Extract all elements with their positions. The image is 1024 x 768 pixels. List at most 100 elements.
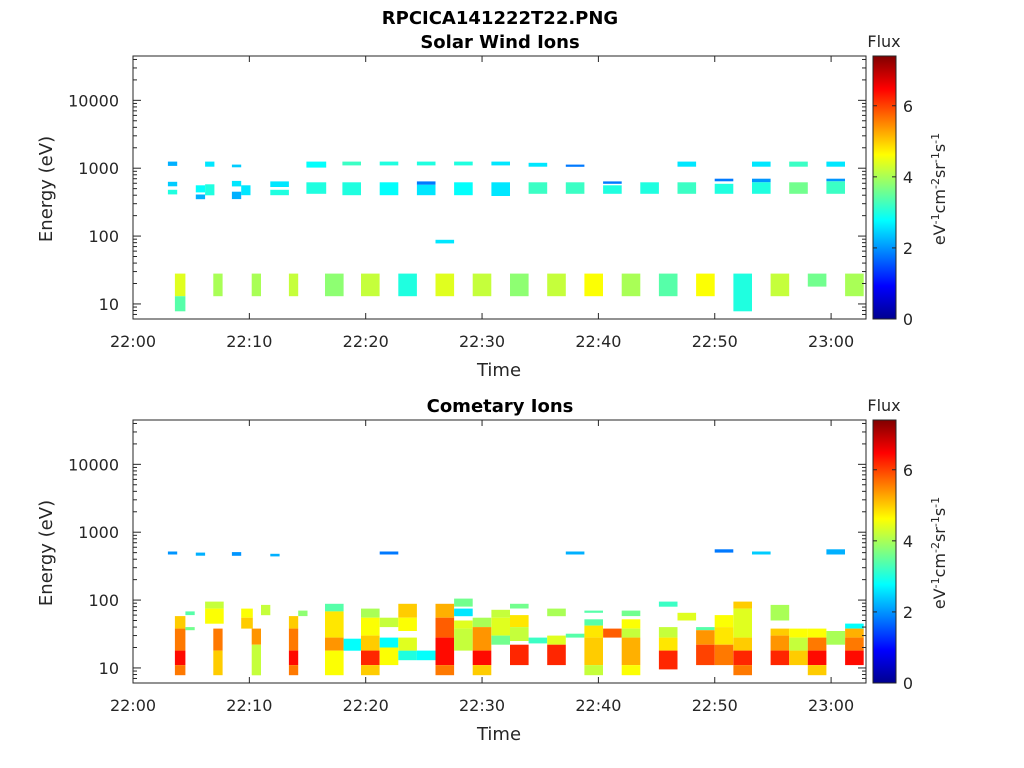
- flux-cell: [789, 628, 808, 638]
- flux-cell: [251, 273, 261, 297]
- flux-cell: [677, 161, 697, 167]
- flux-cell: [584, 273, 603, 297]
- flux-cell: [733, 637, 752, 651]
- flux-cell: [454, 598, 473, 607]
- y-tick-label: 10: [99, 659, 119, 678]
- x-tick-label: 22:00: [110, 332, 156, 351]
- flux-cell: [789, 637, 808, 651]
- flux-cell: [528, 162, 548, 167]
- flux-cell: [565, 164, 585, 167]
- flux-cell: [789, 182, 808, 194]
- flux-cell: [807, 637, 827, 651]
- flux-cell: [565, 633, 585, 638]
- flux-cell: [288, 273, 299, 297]
- flux-cell: [435, 273, 455, 297]
- flux-cell: [205, 184, 215, 196]
- flux-cell: [454, 161, 473, 166]
- flux-cell: [733, 608, 752, 638]
- flux-cell: [677, 182, 697, 194]
- y-axis-label: Energy (eV): [36, 136, 57, 242]
- flux-cell: [770, 273, 790, 297]
- colorbar-tick-label: 2: [903, 239, 913, 258]
- flux-cell: [213, 628, 223, 651]
- y-tick-label: 10: [99, 295, 119, 314]
- flux-cell: [306, 161, 327, 168]
- flux-cell: [491, 182, 510, 196]
- colorbar-tick-label: 6: [903, 461, 913, 480]
- x-tick-label: 23:00: [808, 332, 854, 351]
- colorbar: 0 2 4 6: [872, 419, 913, 693]
- flux-cell: [167, 161, 178, 166]
- colorbar-tick-label: 4: [903, 168, 913, 187]
- flux-cell: [510, 603, 529, 609]
- flux-cell: [167, 551, 178, 555]
- flux-cell: [640, 182, 659, 194]
- x-axis-label: Time: [476, 724, 521, 745]
- flux-cell: [343, 638, 363, 651]
- plot-frame: [132, 419, 867, 684]
- flux-cell: [826, 178, 845, 182]
- flux-cell: [270, 189, 289, 196]
- flux-cell: [491, 635, 510, 645]
- flux-cell: [714, 644, 734, 666]
- flux-cell: [205, 601, 224, 609]
- flux-cell: [270, 181, 289, 187]
- y-tick-label: 10000: [68, 91, 119, 110]
- flux-cell: [325, 650, 344, 676]
- flux-cell: [658, 627, 678, 638]
- colorbar-gradient: [872, 55, 897, 320]
- flux-cell: [185, 627, 195, 631]
- flux-cell: [195, 552, 206, 556]
- x-tick-label: 22:20: [343, 332, 389, 351]
- flux-cell: [658, 601, 678, 607]
- flux-cell: [547, 635, 566, 645]
- flux-cell: [435, 603, 455, 618]
- flux-cell: [195, 194, 206, 200]
- flux-cell: [807, 650, 827, 666]
- y-tick-label: 1000: [78, 523, 119, 542]
- flux-cell: [361, 608, 380, 618]
- flux-cell: [454, 182, 473, 196]
- flux-cell: [288, 665, 299, 676]
- panel-title: Cometary Ions: [427, 396, 574, 417]
- x-tick-label: 22:30: [459, 332, 505, 351]
- flux-cell: [845, 273, 864, 297]
- flux-cell: [696, 273, 715, 297]
- flux-cell: [510, 644, 529, 666]
- flux-cell: [379, 647, 399, 666]
- flux-cell: [205, 161, 215, 167]
- flux-cell: [677, 612, 697, 621]
- flux-cell: [826, 161, 845, 167]
- flux-cell: [435, 665, 455, 676]
- flux-cell: [342, 182, 361, 196]
- flux-cell: [491, 609, 510, 618]
- flux-cell: [770, 635, 790, 651]
- flux-cell: [398, 273, 417, 297]
- flux-cell: [621, 619, 641, 629]
- flux-cell: [696, 644, 715, 666]
- x-axis-label: Time: [476, 360, 521, 381]
- flux-cell: [510, 273, 529, 297]
- flux-cell: [565, 182, 585, 194]
- flux-cell: [361, 635, 380, 651]
- flux-cell: [510, 627, 529, 641]
- plot-frame: [132, 55, 867, 320]
- flux-cell: [752, 551, 771, 555]
- spectrogram-cells: [167, 161, 864, 312]
- flux-cell: [435, 617, 455, 638]
- flux-cell: [733, 601, 752, 609]
- flux-cell: [528, 182, 548, 194]
- flux-cell: [205, 608, 224, 624]
- x-tick-label: 22:30: [459, 696, 505, 715]
- flux-cell: [379, 637, 399, 648]
- flux-cell: [167, 181, 178, 187]
- flux-cell: [454, 608, 473, 617]
- flux-cell: [416, 181, 436, 185]
- flux-cell: [241, 185, 251, 196]
- flux-cell: [547, 608, 566, 617]
- cometary-panel: Cometary Ions 22:00 22:10 22:20 22:30 22:40 2…: [36, 396, 949, 745]
- flux-cell: [770, 628, 790, 636]
- flux-cell: [752, 182, 771, 194]
- flux-cell: [454, 628, 473, 651]
